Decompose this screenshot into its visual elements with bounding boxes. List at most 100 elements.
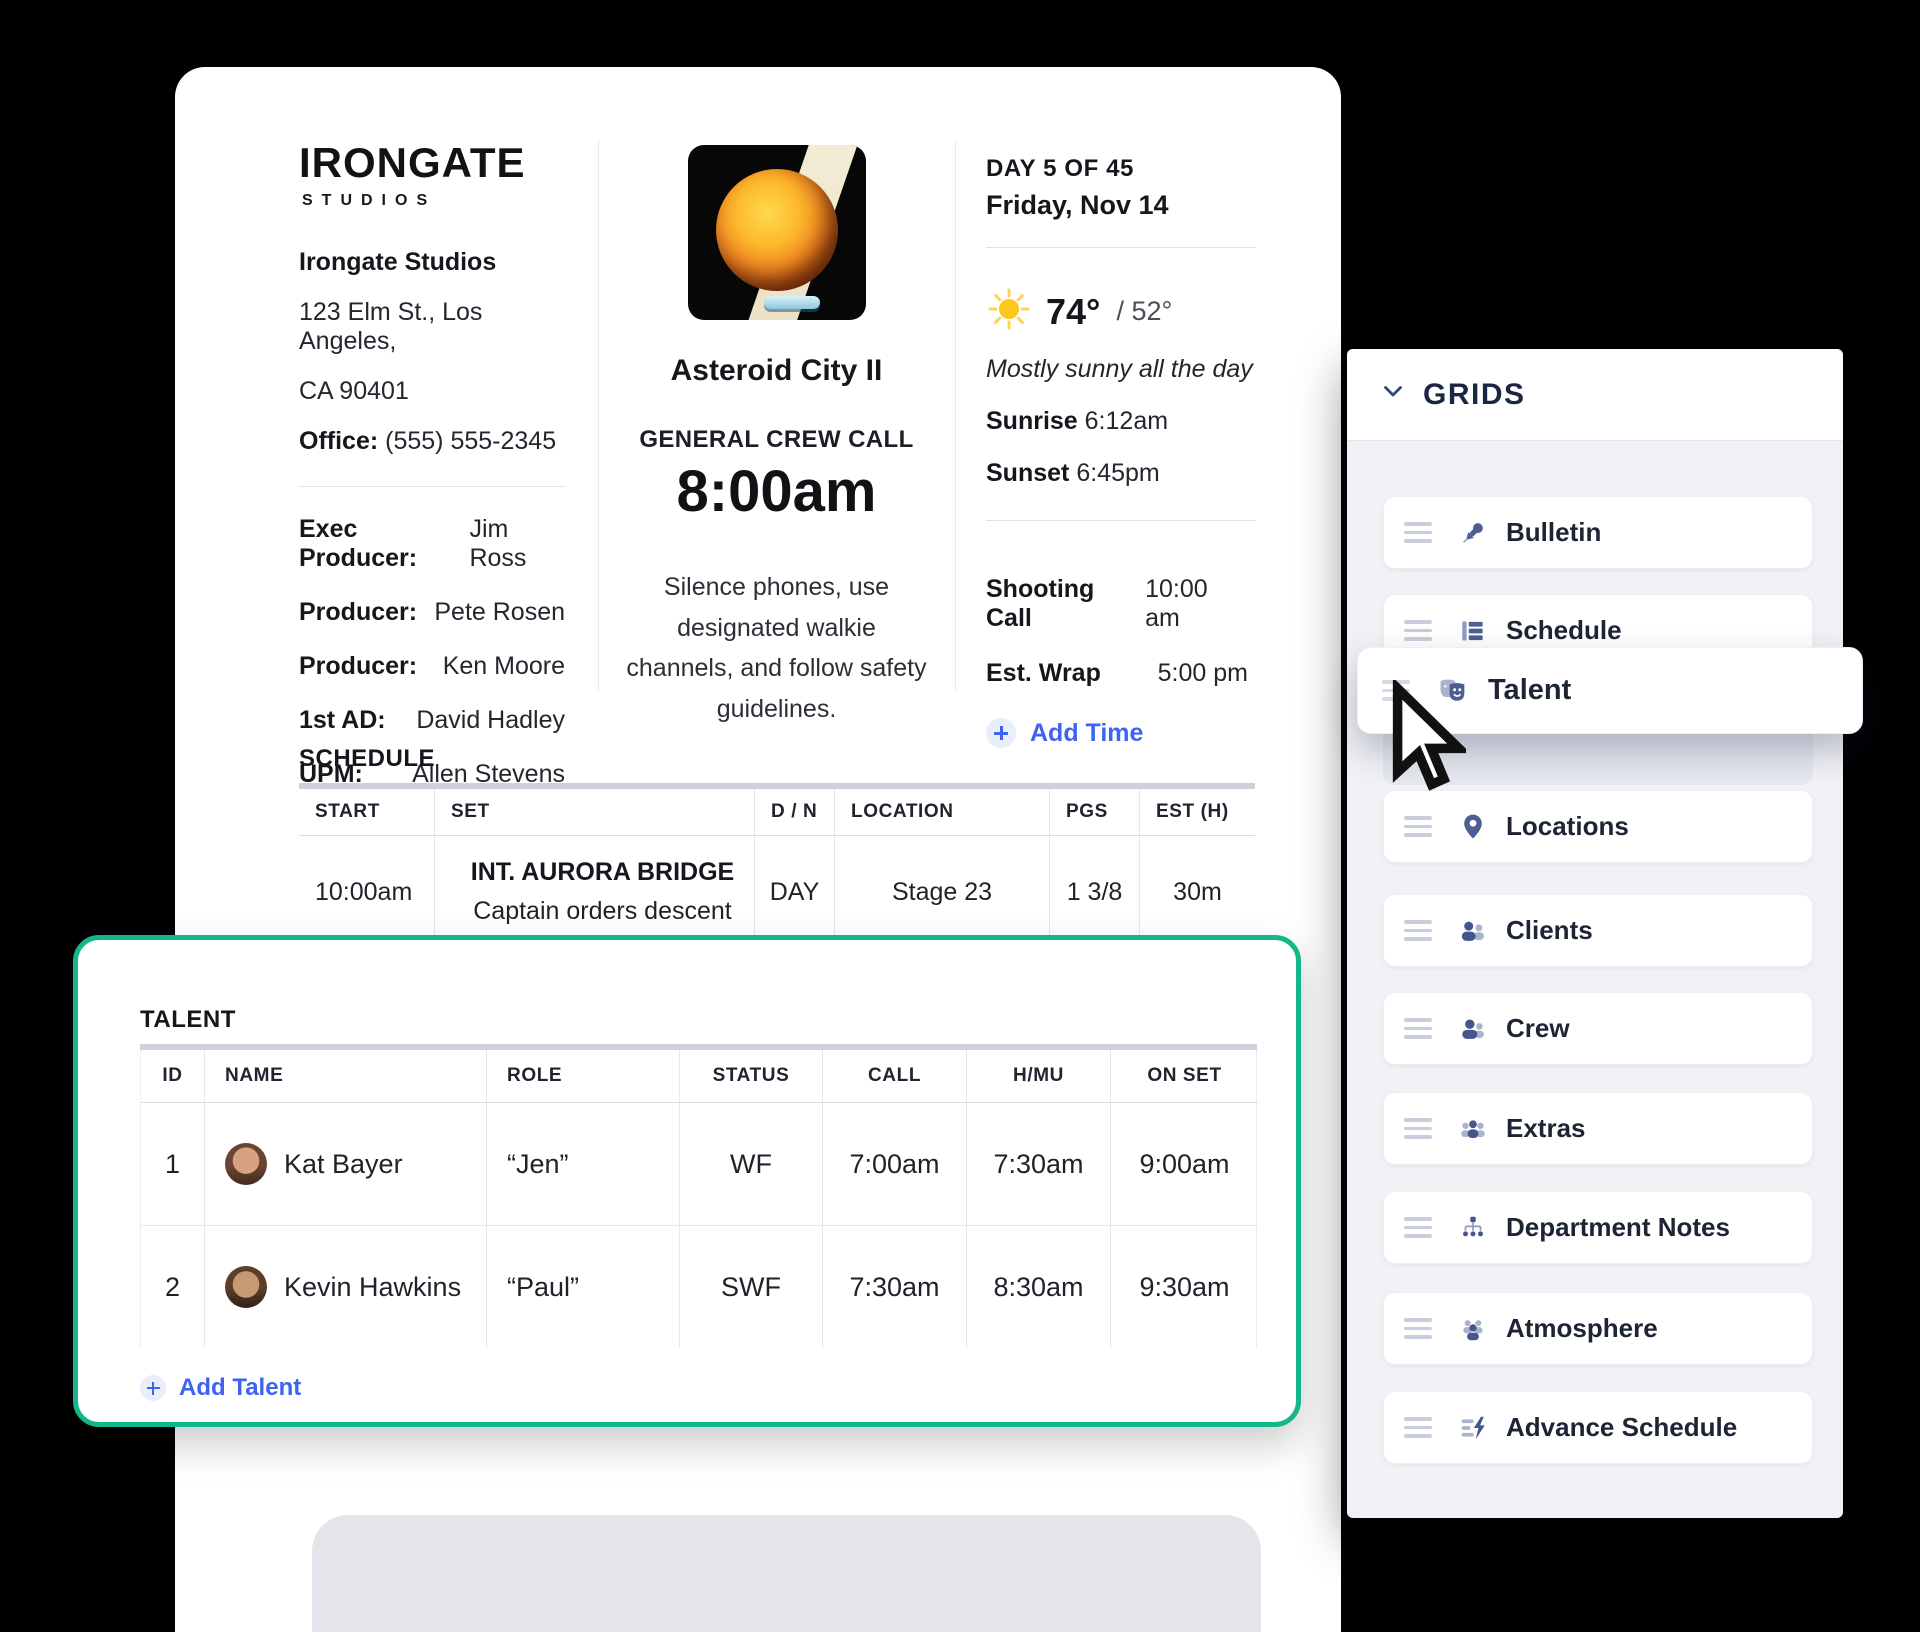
pushpin-icon	[1458, 518, 1488, 548]
office-label: Office:	[299, 427, 379, 455]
weather-summary: Mostly sunny all the day	[986, 355, 1253, 383]
talent-status-cell: SWF	[680, 1225, 823, 1348]
sunrise-line: Sunrise 6:12am	[986, 407, 1256, 436]
talent-role-cell: “Paul”	[487, 1225, 680, 1348]
schedule-start-cell: 10:00am	[299, 836, 435, 948]
team-role-label: 1st AD:	[299, 706, 386, 734]
team-member-name: David Hadley	[416, 706, 565, 734]
est-wrap-time: 5:00 pm	[1157, 659, 1248, 687]
column-header: CALL	[823, 1050, 967, 1103]
company-office-phone: Office: (555) 555-2345	[299, 427, 565, 456]
talent-header-row: ID NAME ROLE STATUS CALL H/MU ON SET	[140, 1050, 1258, 1103]
drag-handle-icon[interactable]	[1404, 620, 1432, 641]
drag-handle-icon[interactable]	[1404, 1318, 1432, 1339]
column-header: D / N	[755, 789, 835, 836]
sidebar-item-label: Department Notes	[1506, 1212, 1730, 1242]
est-wrap-label: Est. Wrap	[986, 659, 1101, 687]
poster-spaceship	[763, 296, 820, 309]
sidebar-item-advance-schedule[interactable]: Advance Schedule	[1383, 1391, 1813, 1464]
drag-handle-icon[interactable]	[1404, 1018, 1432, 1039]
temp-low: / 52°	[1116, 296, 1173, 326]
clients-icon	[1458, 916, 1488, 946]
sidebar-item-label: Locations	[1506, 811, 1629, 841]
team-member-name: Ken Moore	[442, 652, 565, 680]
sidebar-item-label: Atmosphere	[1506, 1313, 1658, 1343]
column-header: NAME	[205, 1050, 487, 1103]
office-phone: (555) 555-2345	[385, 427, 557, 455]
drag-handle-icon[interactable]	[1382, 680, 1410, 701]
sun-icon	[986, 286, 1032, 337]
talent-role-cell: “Jen”	[487, 1103, 680, 1225]
drag-handle-icon[interactable]	[1404, 1118, 1432, 1139]
talent-name-cell: Kevin Hawkins	[205, 1225, 487, 1348]
theater-masks-icon	[1436, 674, 1470, 708]
grids-header[interactable]: GRIDS	[1347, 349, 1843, 441]
schedule-est-cell: 30m	[1173, 877, 1222, 906]
column-header: STATUS	[680, 1050, 823, 1103]
shooting-call-row: Shooting Call 10:00 am	[986, 575, 1248, 633]
talent-table: ID NAME ROLE STATUS CALL H/MU ON SET 1 K…	[140, 1044, 1258, 1348]
advance-schedule-icon	[1458, 1413, 1488, 1443]
sidebar-item-clients[interactable]: Clients	[1383, 894, 1813, 967]
schedule-row[interactable]: 10:00am INT. AURORA BRIDGE Captain order…	[299, 836, 1255, 948]
atmosphere-icon	[1458, 1314, 1488, 1344]
sunset-line: Sunset 6:45pm	[986, 459, 1256, 488]
crew-call-time: 8:00am	[676, 459, 877, 524]
talent-call-cell: 7:30am	[823, 1225, 967, 1348]
company-column: IRONGATE STUDIOS Irongate Studios 123 El…	[299, 142, 565, 814]
drag-handle-icon[interactable]	[1404, 522, 1432, 543]
crew-icon	[1458, 1014, 1488, 1044]
sidebar-item-crew[interactable]: Crew	[1383, 992, 1813, 1065]
talent-onset-cell: 9:00am	[1139, 1148, 1230, 1179]
column-header: SET	[435, 789, 755, 836]
sidebar-item-bulletin[interactable]: Bulletin	[1383, 496, 1813, 569]
est-wrap-row: Est. Wrap 5:00 pm	[986, 659, 1248, 688]
add-talent-button[interactable]: Add Talent	[140, 1374, 301, 1402]
sidebar-item-label: Crew	[1506, 1013, 1570, 1043]
divider	[299, 486, 565, 487]
talent-name: Kat Bayer	[284, 1148, 403, 1179]
drag-handle-icon[interactable]	[1404, 1217, 1432, 1238]
set-title: INT. AURORA BRIDGE	[470, 858, 735, 886]
company-logo: IRONGATE	[299, 139, 526, 186]
schedule-set-cell: INT. AURORA BRIDGE Captain orders descen…	[435, 836, 755, 948]
temp-high: 74°	[1046, 290, 1101, 332]
talent-call-cell: 7:00am	[823, 1103, 967, 1225]
day-counter: DAY 5 OF 45	[986, 155, 1135, 182]
talent-onset-cell: 9:30am	[1111, 1225, 1258, 1348]
sunrise-time: 6:12am	[1084, 407, 1169, 435]
sidebar-item-department-notes[interactable]: Department Notes	[1383, 1191, 1813, 1264]
talent-row[interactable]: 1 Kat Bayer “Jen” WF 7:00am 7:30am 9:00a…	[140, 1103, 1257, 1225]
sidebar-item-label: Advance Schedule	[1506, 1412, 1738, 1442]
sidebar-item-label: Clients	[1506, 915, 1593, 945]
sidebar-item-label: Schedule	[1506, 615, 1622, 645]
plus-icon	[140, 1375, 166, 1401]
drag-handle-icon[interactable]	[1404, 816, 1432, 837]
schedule-location-cell: Stage 23	[835, 836, 1050, 948]
shoot-date: Friday, Nov 14	[986, 190, 1169, 220]
team-row: 1st AD: David Hadley	[299, 706, 565, 735]
drag-handle-icon[interactable]	[1404, 1417, 1432, 1438]
divider	[955, 140, 956, 690]
drag-handle-icon[interactable]	[1404, 920, 1432, 941]
plus-icon	[986, 718, 1016, 748]
kevin-avatar	[225, 1266, 267, 1308]
team-row: Producer: Ken Moore	[299, 652, 565, 681]
sidebar-item-extras[interactable]: Extras	[1383, 1092, 1813, 1165]
talent-name: Kevin Hawkins	[284, 1271, 462, 1302]
sidebar-item-talent-dragging[interactable]: Talent	[1357, 647, 1863, 734]
sidebar-item-locations[interactable]: Locations	[1383, 790, 1813, 863]
team-row: Producer: Pete Rosen	[299, 598, 565, 627]
sidebar-item-atmosphere[interactable]: Atmosphere	[1383, 1292, 1813, 1365]
grids-sidebar: GRIDS Bulletin Schedule	[1347, 349, 1863, 1518]
divider	[986, 247, 1256, 248]
table-top-bar	[299, 783, 1255, 789]
sunset-label: Sunset	[986, 459, 1070, 487]
company-address-line1: 123 Elm St., Los Angeles,	[299, 298, 483, 355]
grids-title: GRIDS	[1423, 377, 1526, 411]
map-pin-icon	[1458, 812, 1488, 842]
add-time-button[interactable]: Add Time	[986, 718, 1256, 748]
org-chart-icon	[1458, 1213, 1488, 1243]
talent-row[interactable]: 2 Kevin Hawkins “Paul” SWF 7:30am 8:30am…	[140, 1225, 1258, 1348]
